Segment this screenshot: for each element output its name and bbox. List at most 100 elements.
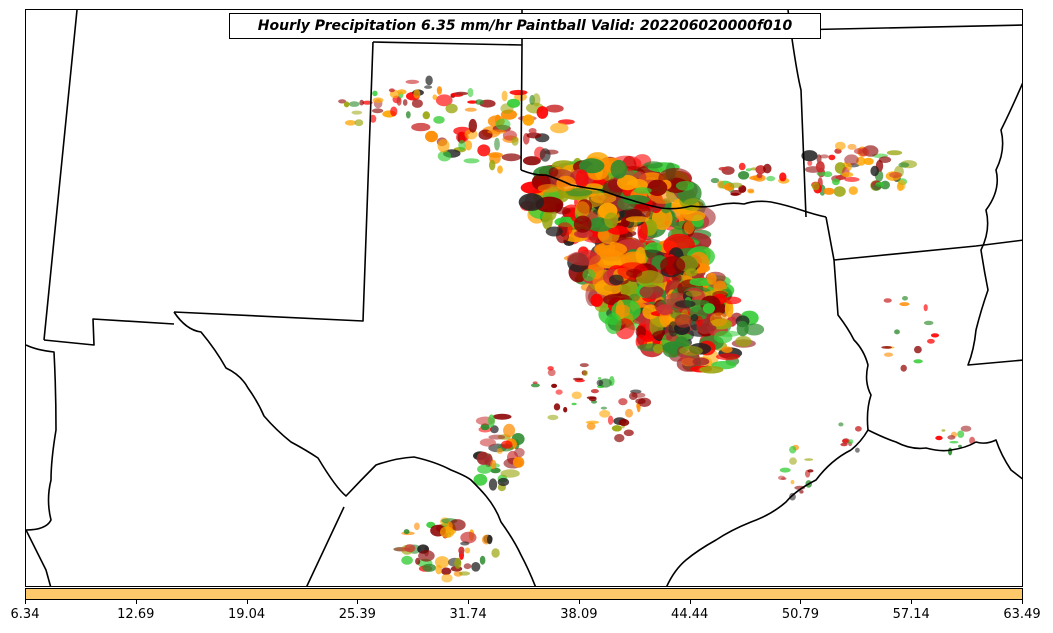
- precip-blob: [690, 314, 699, 322]
- mo-ar-border: [790, 24, 1022, 31]
- precip-blob: [437, 139, 450, 153]
- precip-blob: [440, 526, 455, 538]
- precip-blob: [464, 140, 473, 151]
- colorbar-tick-label: 12.69: [117, 607, 155, 622]
- precip-blob: [710, 177, 720, 184]
- colorbar-tick-label: 25.39: [338, 607, 376, 622]
- precip-blob: [487, 129, 507, 135]
- precip-blob: [354, 119, 364, 127]
- precip-blob: [445, 103, 458, 114]
- precip-blob: [488, 434, 506, 440]
- colorbar-tick: [246, 600, 248, 604]
- precip-blob: [923, 304, 928, 312]
- precip-blob: [422, 563, 437, 572]
- precip-blob: [635, 398, 646, 405]
- precip-blob: [789, 445, 797, 454]
- map-panel: [25, 9, 1023, 587]
- precip-blob: [789, 457, 797, 465]
- precip-blob: [730, 192, 740, 196]
- precip-blob: [458, 571, 471, 576]
- precip-blob: [870, 165, 879, 177]
- precip-blob: [790, 480, 795, 485]
- precip-blob: [556, 175, 576, 192]
- ar-la-border: [833, 239, 1022, 261]
- precip-blob: [844, 154, 859, 165]
- precip-blob: [721, 346, 733, 354]
- colorbar-tick: [800, 600, 802, 604]
- precip-blob: [372, 90, 378, 97]
- precip-blob: [460, 541, 470, 546]
- colorbar-tick-label: 44.44: [671, 607, 709, 622]
- precip-blob: [489, 159, 496, 171]
- precip-blob: [555, 389, 563, 395]
- precip-blob: [526, 132, 542, 139]
- precip-blob: [512, 456, 525, 468]
- precip-blob: [582, 370, 588, 376]
- precip-blob: [547, 414, 559, 421]
- precip-blob: [947, 435, 956, 440]
- tx-east-border: [825, 216, 872, 451]
- precip-blob: [424, 85, 433, 89]
- precip-blob: [597, 230, 610, 241]
- precip-blob: [668, 321, 679, 337]
- precip-blob: [567, 251, 601, 266]
- precip-blob: [435, 564, 443, 575]
- precip-blob: [348, 101, 360, 107]
- precip-blob: [625, 216, 650, 223]
- precip-blob: [660, 256, 686, 275]
- precip-blob: [488, 478, 498, 491]
- precip-blob: [343, 101, 350, 108]
- precip-blob: [491, 548, 500, 558]
- precip-blob: [458, 546, 465, 555]
- precip-blob: [338, 99, 347, 104]
- precip-blob: [501, 90, 508, 102]
- precip-blob: [834, 141, 846, 151]
- precip-blob: [679, 345, 703, 356]
- precip-blob: [610, 159, 628, 179]
- precip-blob: [625, 408, 633, 418]
- precip-blob: [960, 425, 972, 432]
- precip-blob: [608, 225, 630, 235]
- precip-blob: [494, 137, 500, 151]
- precip-blob: [351, 110, 363, 115]
- precip-blob: [949, 440, 959, 444]
- precip-blob: [628, 293, 640, 302]
- precip-blob: [886, 150, 903, 156]
- precip-blob: [847, 143, 857, 150]
- precip-blob: [547, 366, 554, 371]
- precip-blob: [745, 168, 752, 172]
- precip-blob: [735, 336, 752, 347]
- precip-blob: [683, 210, 706, 222]
- precip-blob: [794, 485, 806, 490]
- precip-blob: [715, 353, 740, 361]
- precip-blob: [600, 406, 608, 410]
- precip-blob: [779, 172, 787, 182]
- precip-blob: [590, 192, 617, 204]
- precip-blob: [855, 426, 862, 432]
- precip-blob: [614, 434, 625, 443]
- precip-blob: [702, 303, 716, 314]
- precip-blob: [913, 359, 923, 364]
- precip-blob: [477, 464, 492, 474]
- la-coast: [867, 429, 1022, 480]
- precip-blob: [471, 562, 481, 572]
- precip-blob: [532, 93, 541, 107]
- precip-blob: [898, 162, 910, 168]
- precip-blob: [755, 165, 766, 175]
- precip-blob: [464, 107, 477, 112]
- precip-blob: [889, 172, 902, 178]
- precip-blob: [881, 346, 892, 349]
- precip-blob: [574, 230, 593, 238]
- precip-blob: [479, 555, 486, 565]
- precip-blob: [390, 106, 398, 117]
- precip-blob: [823, 171, 833, 178]
- precip-blob: [537, 184, 560, 193]
- precipitation-paintballs: [338, 75, 976, 583]
- precip-blob: [588, 396, 597, 402]
- texas-border: [173, 311, 537, 586]
- precip-blob: [488, 414, 495, 428]
- precip-blob: [842, 439, 849, 443]
- precip-blob: [618, 418, 630, 427]
- precip-blob: [477, 144, 491, 157]
- precip-blob: [579, 363, 589, 368]
